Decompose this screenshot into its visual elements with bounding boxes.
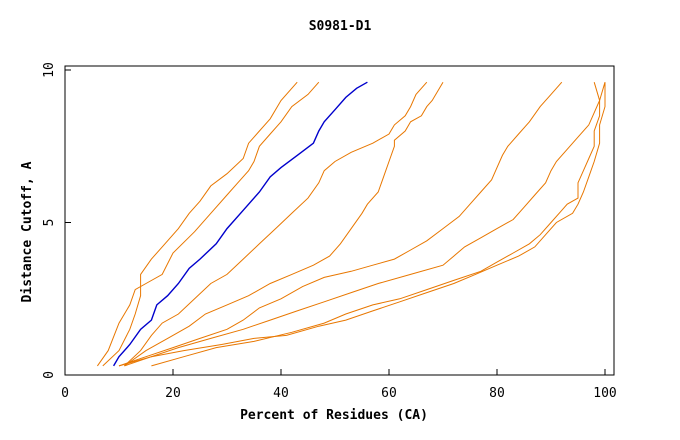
series-line-2 xyxy=(102,81,298,367)
series-line-5 xyxy=(118,81,563,367)
y-tick-label-10: 10 xyxy=(42,62,57,78)
ticks-layer: 0 20 40 60 80 100 0 5 10 xyxy=(42,62,617,401)
series-line-highlight xyxy=(112,81,368,367)
x-tick-label-20: 20 xyxy=(165,386,181,401)
x-tick-label-60: 60 xyxy=(381,386,397,401)
series-line-7 xyxy=(151,82,601,367)
series-layer xyxy=(96,81,606,367)
y-axis-label: Distance Cutoff, A xyxy=(20,161,35,302)
series-line-6 xyxy=(124,82,606,367)
x-tick-label-100: 100 xyxy=(593,386,616,401)
chart-title: S0981-D1 xyxy=(309,19,372,34)
series-line-4 xyxy=(124,81,444,367)
y-tick-label-5: 5 xyxy=(42,219,57,227)
x-tick-label-40: 40 xyxy=(273,386,289,401)
series-line-1 xyxy=(96,81,320,367)
y-tick-label-0: 0 xyxy=(42,371,57,379)
x-tick-label-0: 0 xyxy=(61,386,69,401)
series-line-3 xyxy=(124,81,428,367)
plot-frame xyxy=(64,65,615,376)
series-line-8 xyxy=(118,82,606,367)
x-axis-label: Percent of Residues (CA) xyxy=(240,408,428,423)
x-tick-label-80: 80 xyxy=(489,386,505,401)
